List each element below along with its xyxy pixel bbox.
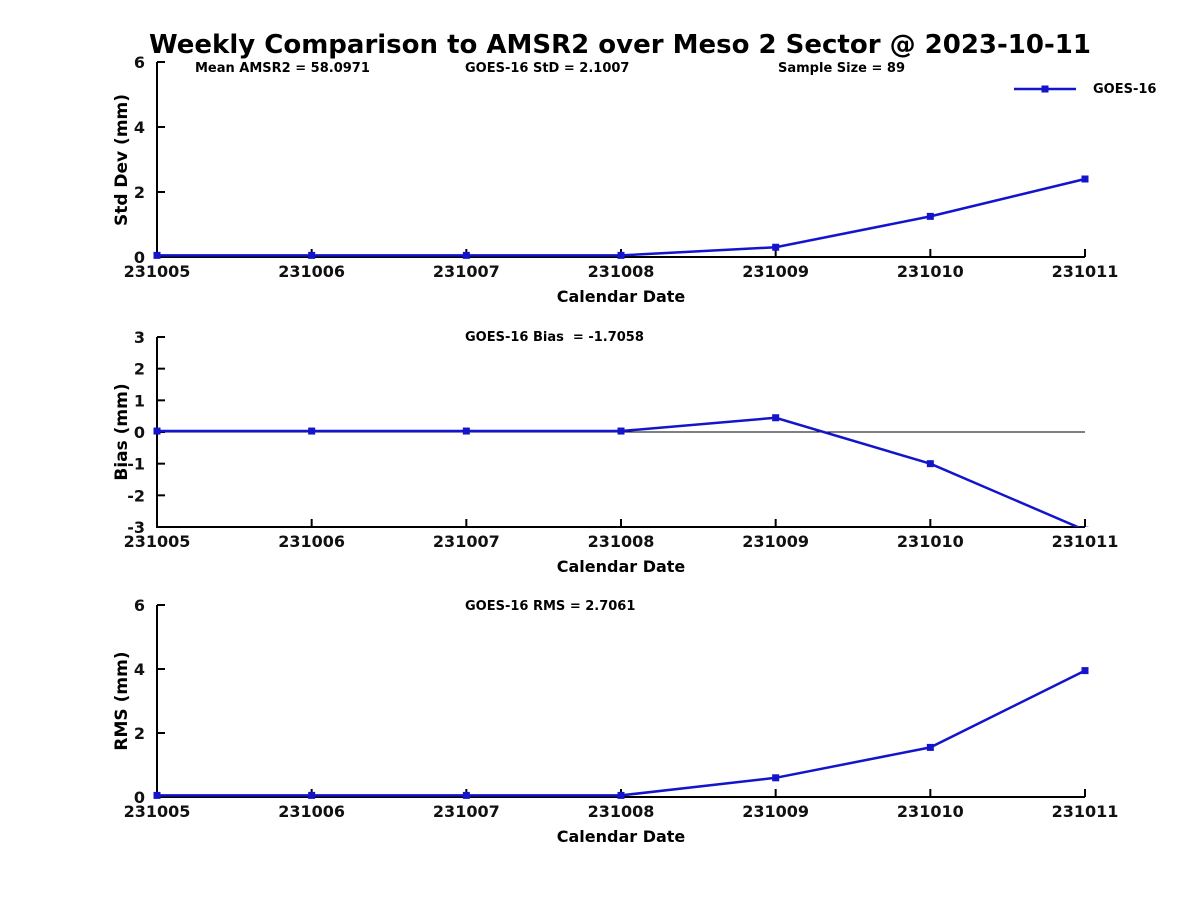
bias-data-marker [153, 427, 161, 435]
rms-x-tick-label: 231006 [278, 802, 345, 821]
rms-y-tick-label: 0 [134, 788, 145, 807]
bias-x-tick-label: 231010 [897, 532, 964, 551]
stddev-data-marker [153, 251, 161, 259]
figure-title: Weekly Comparison to AMSR2 over Meso 2 S… [149, 30, 1091, 60]
rms-x-tick-label: 231010 [897, 802, 964, 821]
rms-series-line [157, 669, 1086, 797]
rms-y-axis-label: RMS (mm) [112, 651, 132, 751]
bias-data-marker [308, 427, 316, 435]
stddev-x-tick-label: 231008 [588, 262, 655, 281]
stddev-plot: 0 2 4 6 231005 231006 231007 231008 231009 231010… [124, 53, 1119, 281]
rms-x-tick-label: 231007 [433, 802, 500, 821]
stddev-x-axis-label: Calendar Date [556, 287, 686, 306]
stddev-y-tick-label: 4 [134, 118, 145, 137]
stddev-data-marker [308, 251, 316, 259]
bias-x-tick-label: 231007 [433, 532, 500, 551]
stddev-x-tick-label: 231011 [1052, 262, 1119, 281]
stddev-series-line [157, 177, 1086, 257]
bias-x-tick-label: 231011 [1052, 532, 1119, 551]
goes16-rms-annotation: GOES-16 RMS = 2.7061 [465, 599, 636, 614]
rms-series-GOES-16 [153, 667, 1089, 799]
bias-y-tick-label: -1 [127, 455, 145, 474]
stddev-x-tick-label: 231006 [278, 262, 345, 281]
stddev-y-axis-label: Std Dev (mm) [112, 93, 132, 227]
bias-x-tick-label: 231009 [742, 532, 809, 551]
stddev-x-tick-label: 231009 [742, 262, 809, 281]
rms-data-marker [308, 791, 316, 799]
bias-y-tick-label: 2 [134, 360, 145, 379]
bias-x-tick-label: 231005 [124, 532, 191, 551]
bias-series-line [157, 416, 1081, 527]
goes16-std-annotation: GOES-16 StD = 2.1007 [465, 61, 630, 76]
bias-data-marker [462, 427, 470, 435]
bias-y-tick-label: 1 [134, 391, 145, 410]
goes16-bias-annotation: GOES-16 Bias = -1.7058 [465, 330, 644, 345]
stddev-x-tick-label: 231010 [897, 262, 964, 281]
rms-x-tick-label: 231008 [588, 802, 655, 821]
legend: GOES-16 [1012, 81, 1156, 97]
stddev-axes [156, 62, 1085, 258]
bias-x-axis-label: Calendar Date [556, 557, 686, 576]
sample-size-annotation: Sample Size = 89 [778, 61, 906, 76]
stddev-series-GOES-16 [153, 175, 1089, 259]
rms-x-tick-label: 231005 [124, 802, 191, 821]
rms-y-tick-label: 4 [134, 660, 145, 679]
stddev-data-marker [1081, 175, 1089, 183]
bias-y-tick-label: -3 [127, 518, 145, 537]
rms-data-marker [926, 743, 934, 751]
legend-label: GOES-16 [1093, 81, 1157, 97]
bias-x-tick-label: 231006 [278, 532, 345, 551]
bias-y-tick-label: -2 [127, 486, 145, 505]
rms-x-tick-label: 231011 [1052, 802, 1119, 821]
rms-data-marker [153, 791, 161, 799]
rms-x-axis-label: Calendar Date [556, 827, 686, 846]
stddev-data-marker [462, 251, 470, 259]
bias-data-marker [772, 414, 780, 422]
bias-data-marker [617, 427, 625, 435]
mean-amsr2-annotation: Mean AMSR2 = 58.0971 [195, 61, 370, 76]
bias-data-marker [1081, 526, 1089, 527]
legend-marker-icon [1041, 85, 1049, 93]
rms-axes [156, 605, 1085, 798]
bias-y-tick-label: 0 [134, 423, 145, 442]
stddev-x-tick-label: 231007 [433, 262, 500, 281]
stddev-y-tick-label: 0 [134, 248, 145, 267]
rms-data-marker [1081, 667, 1089, 675]
rms-y-tick-label: 6 [134, 596, 145, 615]
legend-line-icon [1014, 85, 1076, 93]
rms-x-tick-label: 231009 [742, 802, 809, 821]
stddev-y-tick-label: 2 [134, 183, 145, 202]
rms-plot: 0 2 4 6 231005 231006 231007 231008 231009 231010… [124, 596, 1119, 821]
stddev-data-marker [772, 243, 780, 251]
stddev-y-tick-label: 6 [134, 53, 145, 72]
rms-y-tick-label: 2 [134, 724, 145, 743]
bias-series-GOES-16 [153, 414, 1089, 527]
bias-y-tick-label: 3 [134, 328, 145, 347]
bias-plot: -3 -2 -1 0 1 2 3 231005 231006 231007 231008 231009… [124, 328, 1119, 551]
bias-y-axis-label: Bias (mm) [112, 383, 132, 481]
rms-data-marker [772, 774, 780, 782]
bias-data-marker [926, 460, 934, 468]
bias-x-tick-label: 231008 [588, 532, 655, 551]
stddev-data-marker [617, 251, 625, 259]
rms-data-marker [462, 791, 470, 799]
stddev-x-tick-label: 231005 [124, 262, 191, 281]
stddev-data-marker [926, 212, 934, 220]
rms-data-marker [617, 791, 625, 799]
